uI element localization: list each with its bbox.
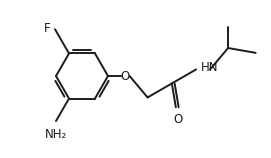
Text: NH₂: NH₂ [45,128,67,141]
Text: O: O [173,113,182,126]
Text: F: F [43,22,50,35]
Text: HN: HN [201,61,219,74]
Text: O: O [120,70,129,82]
